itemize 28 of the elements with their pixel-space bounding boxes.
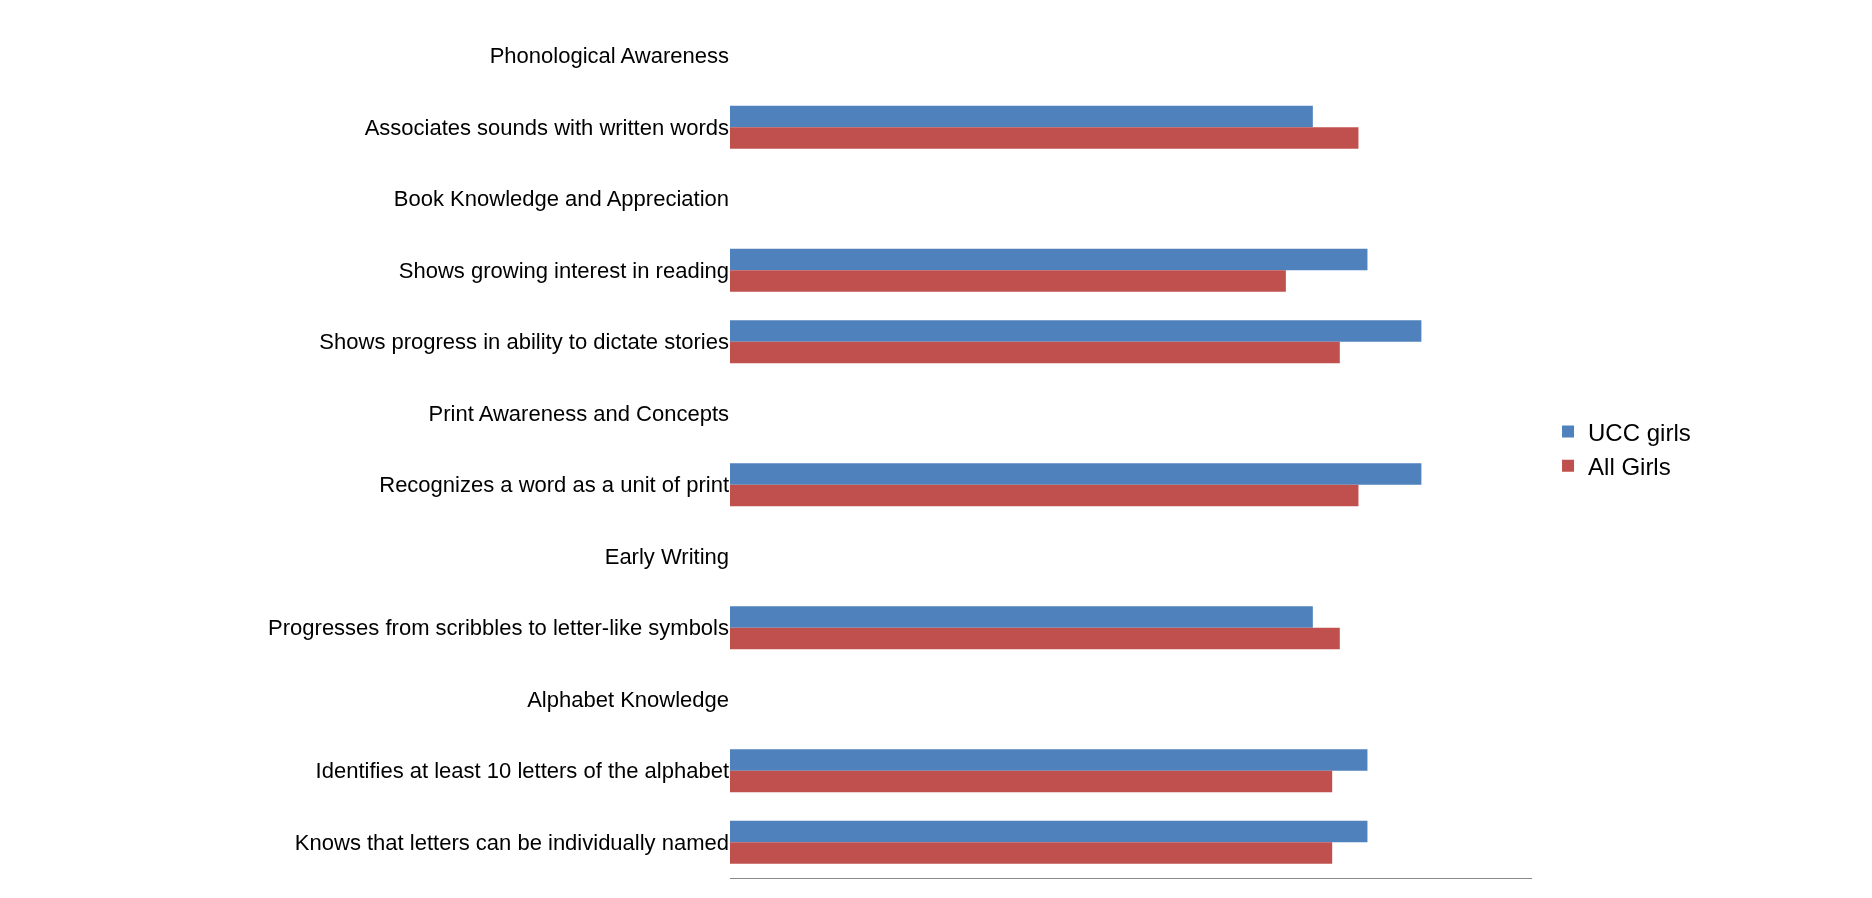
bar: [730, 248, 1368, 271]
bar: [730, 270, 1286, 292]
bar: [730, 320, 1422, 342]
y-tick-label: Book Knowledge and Appreciation: [393, 186, 729, 212]
legend-label: All Girls: [1588, 453, 1671, 481]
bar: [730, 105, 1313, 128]
legend-label: UCC girls: [1588, 418, 1691, 446]
y-tick-label: Knows that letters can be individually named: [294, 829, 729, 855]
y-tick-label: Shows progress in ability to dictate stories: [319, 329, 729, 355]
bar: [730, 484, 1359, 507]
y-tick-label: Alphabet Knowledge: [527, 686, 729, 712]
bar: [730, 770, 1333, 793]
y-tick-label: Early Writing: [604, 543, 729, 569]
y-tick-label: Print Awareness and Concepts: [428, 400, 729, 426]
y-tick-label: Associates sounds with written words: [364, 114, 729, 140]
bar: [730, 627, 1340, 650]
bar: [730, 341, 1340, 364]
bar: [730, 606, 1313, 628]
y-tick-label: Identifies at least 10 letters of the alphabet: [315, 758, 729, 784]
bar: [730, 842, 1333, 864]
y-tick-label: Progresses from scribbles to letter-like symbols: [268, 615, 729, 641]
bar: [730, 749, 1368, 771]
bar: [730, 463, 1422, 485]
y-tick-label: Phonological Awareness: [489, 43, 729, 69]
bar: [730, 820, 1368, 843]
bar: [730, 127, 1359, 149]
y-tick-label: Recognizes a word as a unit of print: [379, 472, 729, 498]
y-tick-label: Shows growing interest in reading: [398, 257, 729, 283]
